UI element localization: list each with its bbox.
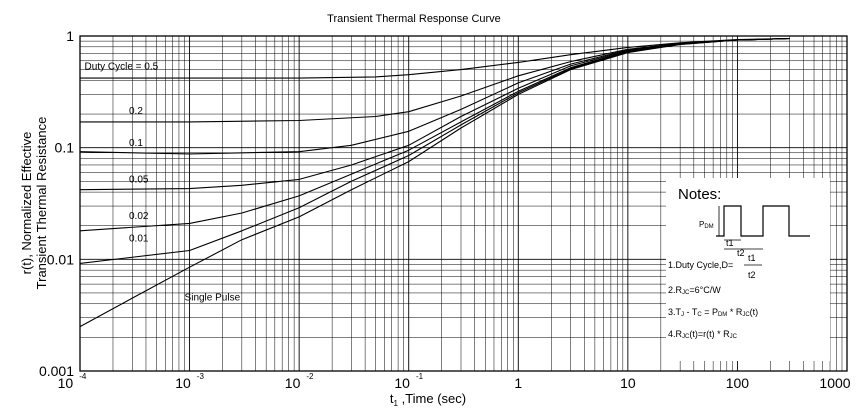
note-3-b: - T (684, 307, 698, 317)
note-1-numerator: t1 (748, 253, 756, 263)
x-tick-label-5: 10 (620, 375, 636, 391)
chart-title: Transient Thermal Response Curve (327, 13, 501, 25)
note-1: 1.Duty Cycle,D= (668, 260, 733, 270)
notes-box: Notes: PDM t1 t2 1.Duty Cycle,D= t1 t2 2… (666, 178, 830, 361)
series-label-6: Single Pulse (185, 292, 241, 303)
plot-grid (80, 36, 847, 371)
notes-title: Notes: (678, 186, 721, 203)
note-4-b: (t)=r(t) * R (689, 329, 730, 339)
y-tick-labels: 0.001 0.01 0.1 1 (39, 28, 74, 379)
series-labels: Duty Cycle = 0.5 0.2 0.1 0.05 0.02 0.01 Single… (85, 62, 241, 304)
series-label-3: 0.05 (129, 174, 149, 185)
note-3-c: = P (702, 307, 718, 317)
note-4: 4.RJC(t)=r(t) * RJC (668, 329, 738, 340)
y-tick-label-3: 1 (66, 28, 74, 44)
x-axis-label-rest: ,Time (sec) (398, 391, 466, 406)
note-3: 3.TJ - TC = PDM * RJC(t) (668, 307, 758, 318)
note-2-b: =6°C/W (689, 285, 721, 295)
t1-label: t1 (726, 238, 734, 248)
note-4-sub2: JC (730, 334, 738, 340)
x-tick-label-7: 1000 (819, 375, 850, 391)
note-4-sub1: JC (682, 334, 690, 340)
pdm-label-base: P (699, 220, 704, 229)
series-label-0: Duty Cycle = 0.5 (85, 62, 159, 73)
notes-background (666, 178, 830, 361)
y-tick-label-2: 0.1 (55, 140, 75, 156)
series-line-6 (79, 37, 790, 328)
note-3-sub3: DM (718, 312, 727, 318)
t2-label: t2 (737, 248, 745, 258)
note-3-e: (t) (750, 307, 759, 317)
pdm-label-sub: DM (704, 224, 713, 230)
x-tick-labels: 10 -4 10 -3 10 -2 10 -1 1 10 100 1000 (58, 372, 851, 391)
x-tick-label-4: 1 (514, 375, 522, 391)
x-axis-label: t1 ,Time (sec) (390, 391, 466, 408)
x-axis-label-sub: 1 (394, 399, 399, 408)
note-2-sub: JC (682, 290, 690, 296)
note-3-sub4: JC (742, 312, 750, 318)
note-3-sub2: C (697, 312, 702, 318)
note-3-d: * R (727, 307, 743, 317)
x-tick-label-3: 10 -1 (394, 372, 423, 391)
y-axis-label-line2: Transient Thermal Resistance (34, 117, 49, 290)
plot-frame (79, 35, 848, 372)
series-label-2: 0.1 (129, 138, 143, 149)
x-tick-label-0: 10 -4 (58, 372, 87, 391)
x-axis-label-base: t (390, 391, 394, 406)
note-2-a: 2.R (668, 285, 683, 295)
series-lines (79, 37, 790, 328)
note-3-a: 3.T (668, 307, 682, 317)
note-4-a: 4.R (668, 329, 683, 339)
note-1-denominator: t2 (748, 270, 756, 280)
x-tick-label-1: 10 -3 (175, 372, 204, 391)
series-line-4 (79, 37, 790, 232)
series-label-5: 0.01 (129, 233, 149, 244)
x-tick-label-2: 10 -2 (285, 372, 314, 391)
x-tick-label-6: 100 (726, 375, 750, 391)
series-label-1: 0.2 (129, 106, 143, 117)
y-tick-label-1: 0.01 (47, 251, 74, 267)
series-label-4: 0.02 (129, 211, 149, 222)
y-axis-label-line1: r(t), Normalized Effective (19, 132, 34, 275)
note-3-sub1: J (681, 312, 684, 318)
pdm-label: PDM (699, 220, 714, 230)
y-tick-label-0: 0.001 (39, 363, 74, 379)
note-2: 2.RJC=6°C/W (668, 285, 721, 296)
pulse-waveform (716, 205, 810, 237)
y-axis-label: r(t), Normalized Effective Transient The… (19, 117, 49, 290)
